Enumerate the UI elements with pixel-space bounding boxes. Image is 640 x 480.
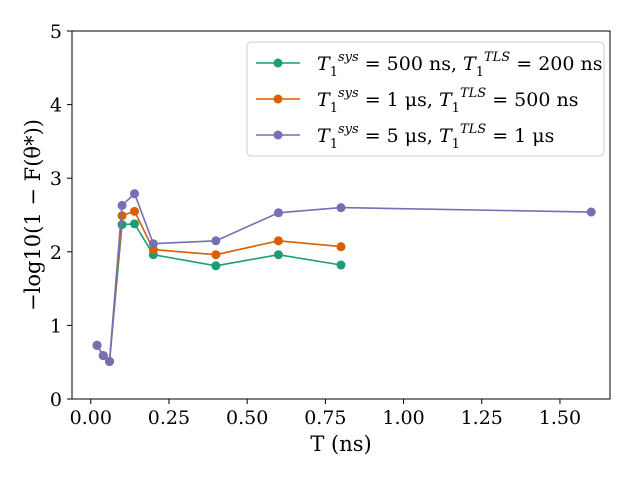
x-tick-label: 1.50 — [539, 407, 581, 429]
data-point — [336, 203, 346, 213]
data-point — [336, 242, 346, 252]
x-tick-label: 0.50 — [226, 407, 268, 429]
data-point — [586, 207, 596, 217]
y-tick-label: 0 — [50, 389, 62, 411]
data-point — [273, 236, 283, 246]
data-point — [130, 219, 140, 229]
x-tick-label: 1.00 — [382, 407, 424, 429]
legend-box — [246, 41, 605, 157]
x-tick-label: 1.25 — [461, 407, 503, 429]
data-point — [211, 261, 221, 271]
data-point — [117, 200, 127, 210]
data-point — [130, 189, 140, 199]
legend-entry: T1sys = 500 ns, T1TLS = 200 ns — [317, 50, 603, 80]
y-tick-label: 2 — [50, 242, 62, 264]
data-point — [273, 208, 283, 218]
data-point — [211, 236, 221, 246]
legend-marker — [273, 94, 283, 104]
plot-area — [92, 189, 596, 366]
data-point — [105, 356, 115, 366]
tick-layer: 0.00 0.25 0.50 0.75 1.00 1.25 1.50 0 1 2 3 4 5 — [50, 21, 581, 429]
y-axis-label: −log10(1 − F(θ*)) — [21, 119, 45, 311]
y-tick-label: 5 — [50, 21, 62, 43]
x-tick-label: 0.75 — [304, 407, 346, 429]
legend-marker — [273, 130, 283, 140]
y-tick-label: 3 — [50, 168, 62, 190]
data-point — [92, 340, 102, 350]
legend-marker — [273, 58, 283, 68]
x-tick-label: 0.00 — [70, 407, 112, 429]
data-point — [336, 260, 346, 270]
legend-entry: T1sys = 1 μs, T1TLS = 500 ns — [317, 86, 578, 116]
x-axis-label: T (ns) — [310, 432, 371, 456]
y-tick-label: 1 — [50, 315, 62, 337]
series-line-1 — [96, 222, 342, 364]
series-line-2 — [96, 210, 342, 364]
legend: T1sys = 500 ns, T1TLS = 200 ns T1sys = 1 … — [246, 41, 605, 157]
data-point — [130, 206, 140, 216]
series-line-3 — [96, 192, 592, 364]
data-point — [117, 211, 127, 221]
axes-frame — [71, 30, 611, 400]
legend-entry: T1sys = 5 μs, T1TLS = 1 μs — [317, 122, 554, 152]
data-point — [273, 250, 283, 260]
data-point — [211, 250, 221, 260]
data-point — [98, 351, 108, 361]
x-tick-label: 0.25 — [148, 407, 190, 429]
data-point — [148, 239, 158, 249]
y-tick-label: 4 — [50, 95, 62, 117]
